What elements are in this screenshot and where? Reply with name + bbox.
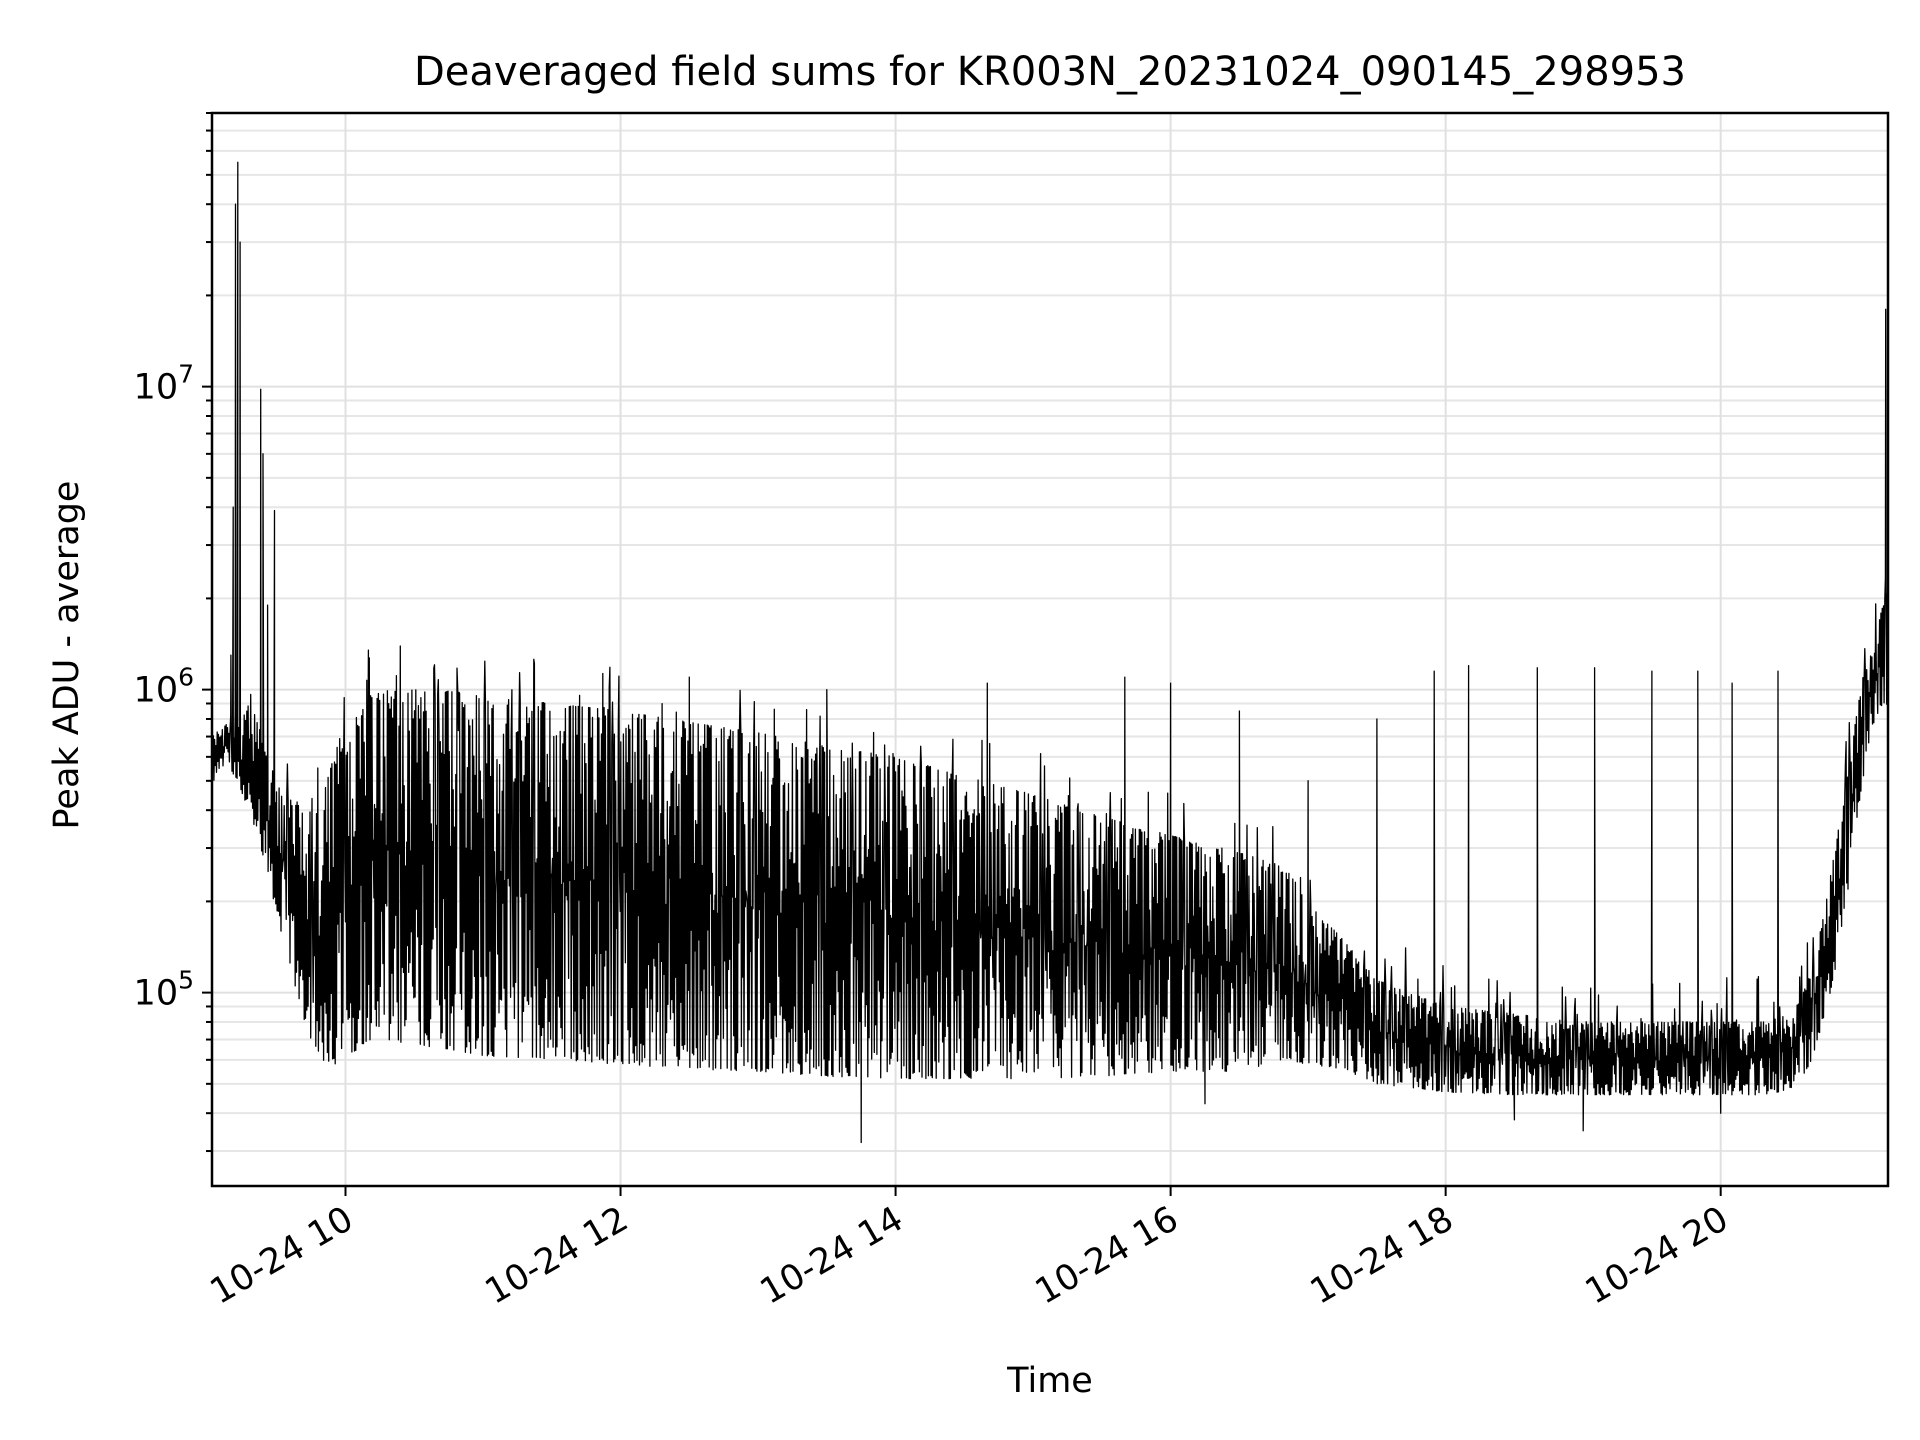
peak-adu-series	[211, 161, 1889, 1144]
y-tick-label-exponent: 7	[178, 360, 194, 389]
y-tick-label-exponent: 6	[178, 663, 194, 692]
y-tick-label-base: 10	[134, 671, 179, 711]
y-tick-label: 107	[134, 360, 194, 408]
y-tick-label-base: 10	[134, 368, 179, 408]
y-tick-label: 106	[134, 663, 194, 711]
y-tick-label-exponent: 5	[178, 966, 194, 995]
plot-frame	[210, 111, 1890, 1188]
y-tick-label-base: 10	[134, 974, 179, 1014]
series-line	[211, 161, 1889, 1144]
chart-title: Deaveraged field sums for KR003N_2023102…	[414, 49, 1686, 95]
y-tick-label: 105	[134, 966, 194, 1014]
x-axis-label: Time	[1006, 1361, 1093, 1401]
y-axis-label: Peak ADU - average	[47, 481, 87, 830]
